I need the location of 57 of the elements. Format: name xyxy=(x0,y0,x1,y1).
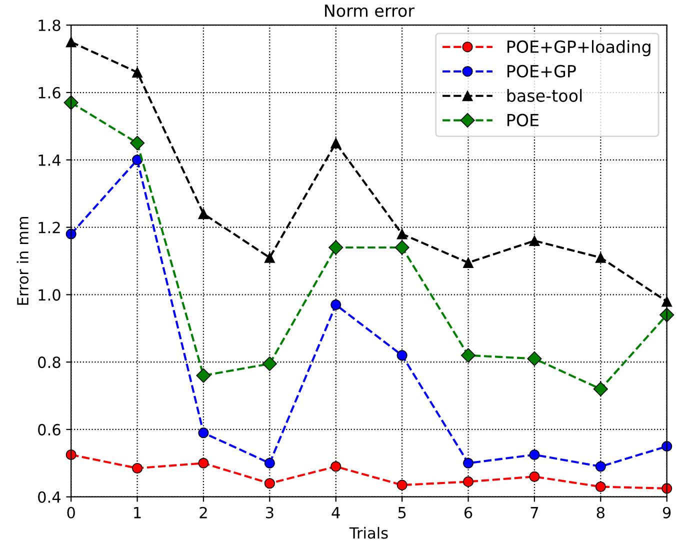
x-tick-label: 3 xyxy=(266,506,274,518)
legend-label: base-tool xyxy=(507,89,582,102)
y-tick-label: 1.0 xyxy=(38,289,60,301)
point xyxy=(529,471,540,482)
x-tick-label: 9 xyxy=(662,506,671,518)
point xyxy=(264,252,275,263)
y-tick-label: 0.4 xyxy=(38,491,61,503)
point xyxy=(462,257,474,268)
legend-label: POE xyxy=(507,114,538,126)
y-tick-label: 1.6 xyxy=(38,86,60,99)
point xyxy=(593,382,608,396)
point xyxy=(132,67,143,78)
point xyxy=(328,240,344,255)
point xyxy=(196,368,211,383)
legend-label: POE+GP+loading xyxy=(507,40,650,56)
y-tick-label: 1.2 xyxy=(38,222,60,234)
point xyxy=(198,458,209,468)
x-tick-label: 6 xyxy=(464,506,472,518)
point xyxy=(394,240,410,255)
point xyxy=(262,356,277,372)
point xyxy=(529,235,540,246)
point xyxy=(132,154,143,166)
x-tick-label: 8 xyxy=(596,506,604,518)
x-tick-label: 7 xyxy=(530,507,538,518)
point xyxy=(595,461,606,472)
x-axis-title: Trials xyxy=(349,526,388,539)
y-tick-label: 0.6 xyxy=(38,424,60,436)
chart-title: Norm error xyxy=(325,4,415,18)
point xyxy=(462,458,474,468)
point xyxy=(198,428,209,438)
point xyxy=(330,138,342,148)
legend-label: POE+GP xyxy=(507,64,576,78)
point xyxy=(396,350,408,361)
point xyxy=(529,449,540,460)
point xyxy=(595,481,606,492)
y-tick-label: 1.8 xyxy=(38,20,60,32)
point xyxy=(462,476,474,487)
point xyxy=(330,461,342,472)
point xyxy=(198,208,209,220)
x-tick-label: 2 xyxy=(200,506,207,518)
y-axis-title: Error in mm xyxy=(16,216,29,305)
point xyxy=(460,348,476,363)
point xyxy=(595,252,606,263)
y-tick-label: 0.8 xyxy=(38,356,60,368)
point xyxy=(330,300,342,310)
point xyxy=(264,458,275,468)
point xyxy=(527,351,542,366)
point xyxy=(396,228,408,240)
x-tick-label: 4 xyxy=(332,507,340,518)
x-tick-label: 1 xyxy=(134,507,141,518)
point xyxy=(132,462,143,474)
x-tick-label: 0 xyxy=(67,506,75,518)
y-tick-label: 1.4 xyxy=(38,154,61,166)
point xyxy=(396,480,408,490)
point xyxy=(130,136,145,150)
point xyxy=(264,478,275,489)
x-tick-label: 5 xyxy=(398,507,406,518)
